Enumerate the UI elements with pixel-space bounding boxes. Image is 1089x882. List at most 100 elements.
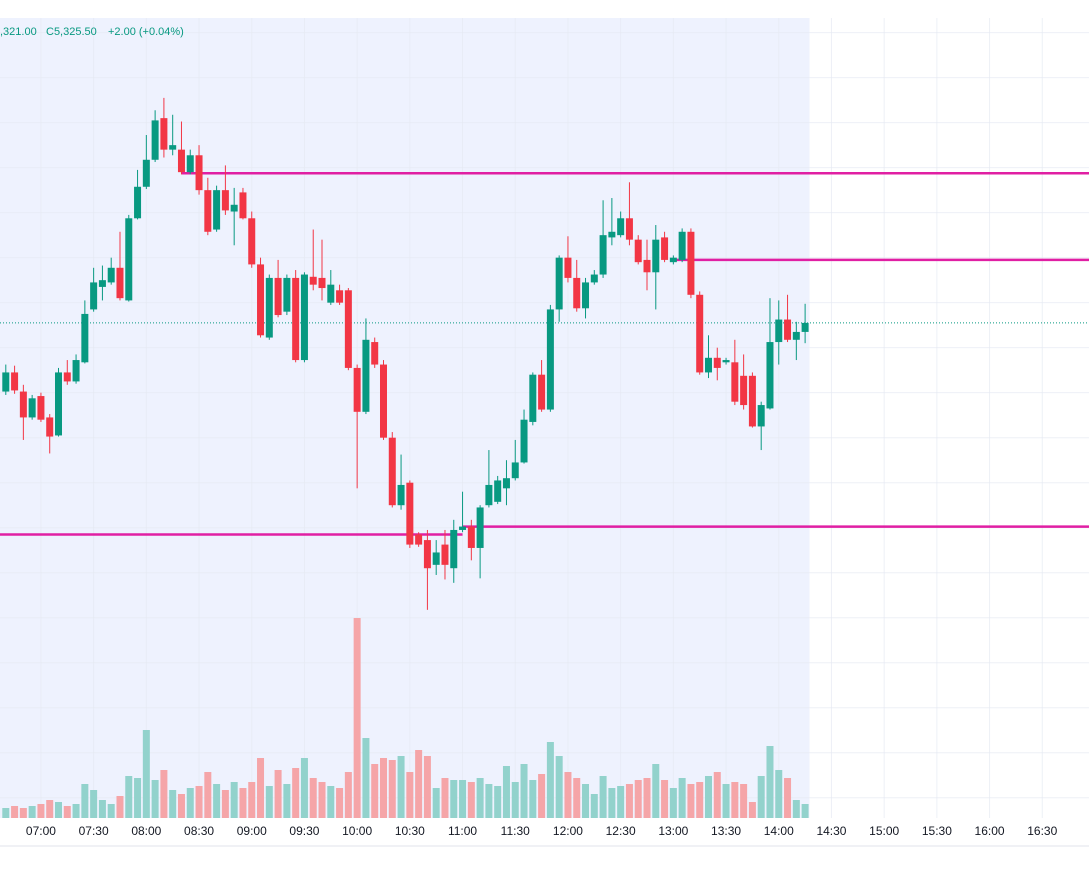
volume-bar: [599, 776, 607, 818]
volume-bar: [371, 764, 379, 818]
level-layer: [0, 172, 1089, 536]
volume-bar: [134, 778, 142, 818]
candle-body: [415, 534, 423, 545]
volume-bar: [248, 782, 256, 818]
candle-body: [195, 155, 203, 191]
volume-bar: [292, 768, 300, 818]
volume-bar: [748, 802, 756, 818]
volume-bar: [617, 786, 625, 818]
x-tick-label: 08:30: [184, 824, 214, 838]
candle-body: [186, 155, 194, 173]
volume-bar: [239, 788, 247, 818]
candle-body: [239, 192, 247, 219]
candle-body: [748, 375, 756, 427]
x-tick-label: 13:30: [711, 824, 741, 838]
candle-body: [2, 372, 10, 392]
volume-bar: [476, 778, 484, 818]
volume-bar: [160, 770, 168, 818]
volume-bar: [775, 770, 783, 818]
x-tick-label: 11:00: [448, 824, 477, 838]
candle-body: [520, 419, 528, 463]
volume-bar: [687, 784, 695, 818]
volume-bar: [72, 804, 80, 818]
candle-body: [98, 280, 106, 287]
candle-body: [388, 437, 396, 506]
volume-bar: [90, 790, 98, 818]
candle-body: [511, 462, 519, 479]
volume-bar: [344, 772, 352, 818]
candle-body: [37, 396, 45, 420]
volume-layer: [2, 618, 809, 818]
candle-body: [757, 405, 765, 427]
x-tick-label: 12:00: [553, 824, 583, 838]
header-low: ,321.00: [0, 26, 37, 38]
candle-body: [177, 149, 185, 173]
candle-body: [722, 360, 730, 363]
volume-bar: [722, 784, 730, 818]
candle-body: [63, 372, 71, 382]
candle-body: [257, 264, 265, 336]
volume-bar: [669, 788, 677, 818]
candle-body: [353, 367, 361, 412]
candle-body: [19, 391, 27, 418]
volume-bar: [652, 764, 660, 818]
volume-bar: [582, 784, 590, 818]
volume-bar: [546, 742, 554, 818]
volume-bar: [467, 782, 475, 818]
volume-bar: [740, 784, 748, 818]
volume-bar: [704, 776, 712, 818]
volume-bar: [450, 780, 458, 818]
volume-bar: [177, 794, 185, 818]
volume-bar: [265, 786, 273, 818]
candle-body: [116, 267, 124, 299]
volume-bar: [169, 790, 177, 818]
candle-body: [371, 342, 379, 365]
volume-bar: [336, 788, 344, 818]
volume-bar: [142, 730, 150, 818]
volume-bar: [221, 790, 229, 818]
session-layer: [0, 18, 810, 818]
candle-body: [775, 319, 783, 343]
candle-body: [283, 277, 291, 312]
candle-body: [292, 277, 300, 361]
candle-body: [459, 526, 467, 530]
volume-bar: [757, 776, 765, 818]
candle-body: [406, 482, 414, 545]
candle-body: [300, 274, 308, 361]
volume-bar: [520, 764, 528, 818]
volume-bar: [2, 808, 10, 818]
volume-bar: [511, 782, 519, 818]
x-tick-label: 11:30: [501, 824, 530, 838]
volume-bar: [125, 776, 133, 818]
candle-body: [634, 239, 642, 263]
candle-body: [309, 276, 317, 285]
candle-body: [704, 357, 712, 373]
x-tick-label: 14:30: [816, 824, 846, 838]
candle-body: [713, 357, 721, 368]
volume-bar: [678, 778, 686, 818]
candle-body: [801, 322, 809, 332]
x-tick-label: 14:00: [764, 824, 794, 838]
volume-bar: [590, 794, 598, 818]
volume-bar: [388, 760, 396, 818]
candle-body: [213, 190, 221, 230]
candle-body: [441, 544, 449, 565]
candle-body: [669, 257, 677, 263]
x-tick-label: 16:30: [1027, 824, 1057, 838]
candle-body: [423, 540, 431, 569]
candle-body: [784, 319, 792, 340]
volume-bar: [432, 788, 440, 818]
candle-body: [81, 313, 89, 363]
volume-bar: [502, 766, 510, 818]
x-tick-label: 13:00: [658, 824, 688, 838]
volume-bar: [625, 784, 633, 818]
candle-body: [617, 218, 625, 236]
x-tick-label: 12:30: [606, 824, 636, 838]
candle-body: [344, 290, 352, 368]
volume-bar: [98, 800, 106, 818]
candle-body: [661, 237, 669, 260]
candle-body: [529, 374, 537, 422]
x-tick-label: 08:00: [131, 824, 161, 838]
volume-bar: [107, 804, 115, 818]
candle-body: [28, 398, 36, 418]
